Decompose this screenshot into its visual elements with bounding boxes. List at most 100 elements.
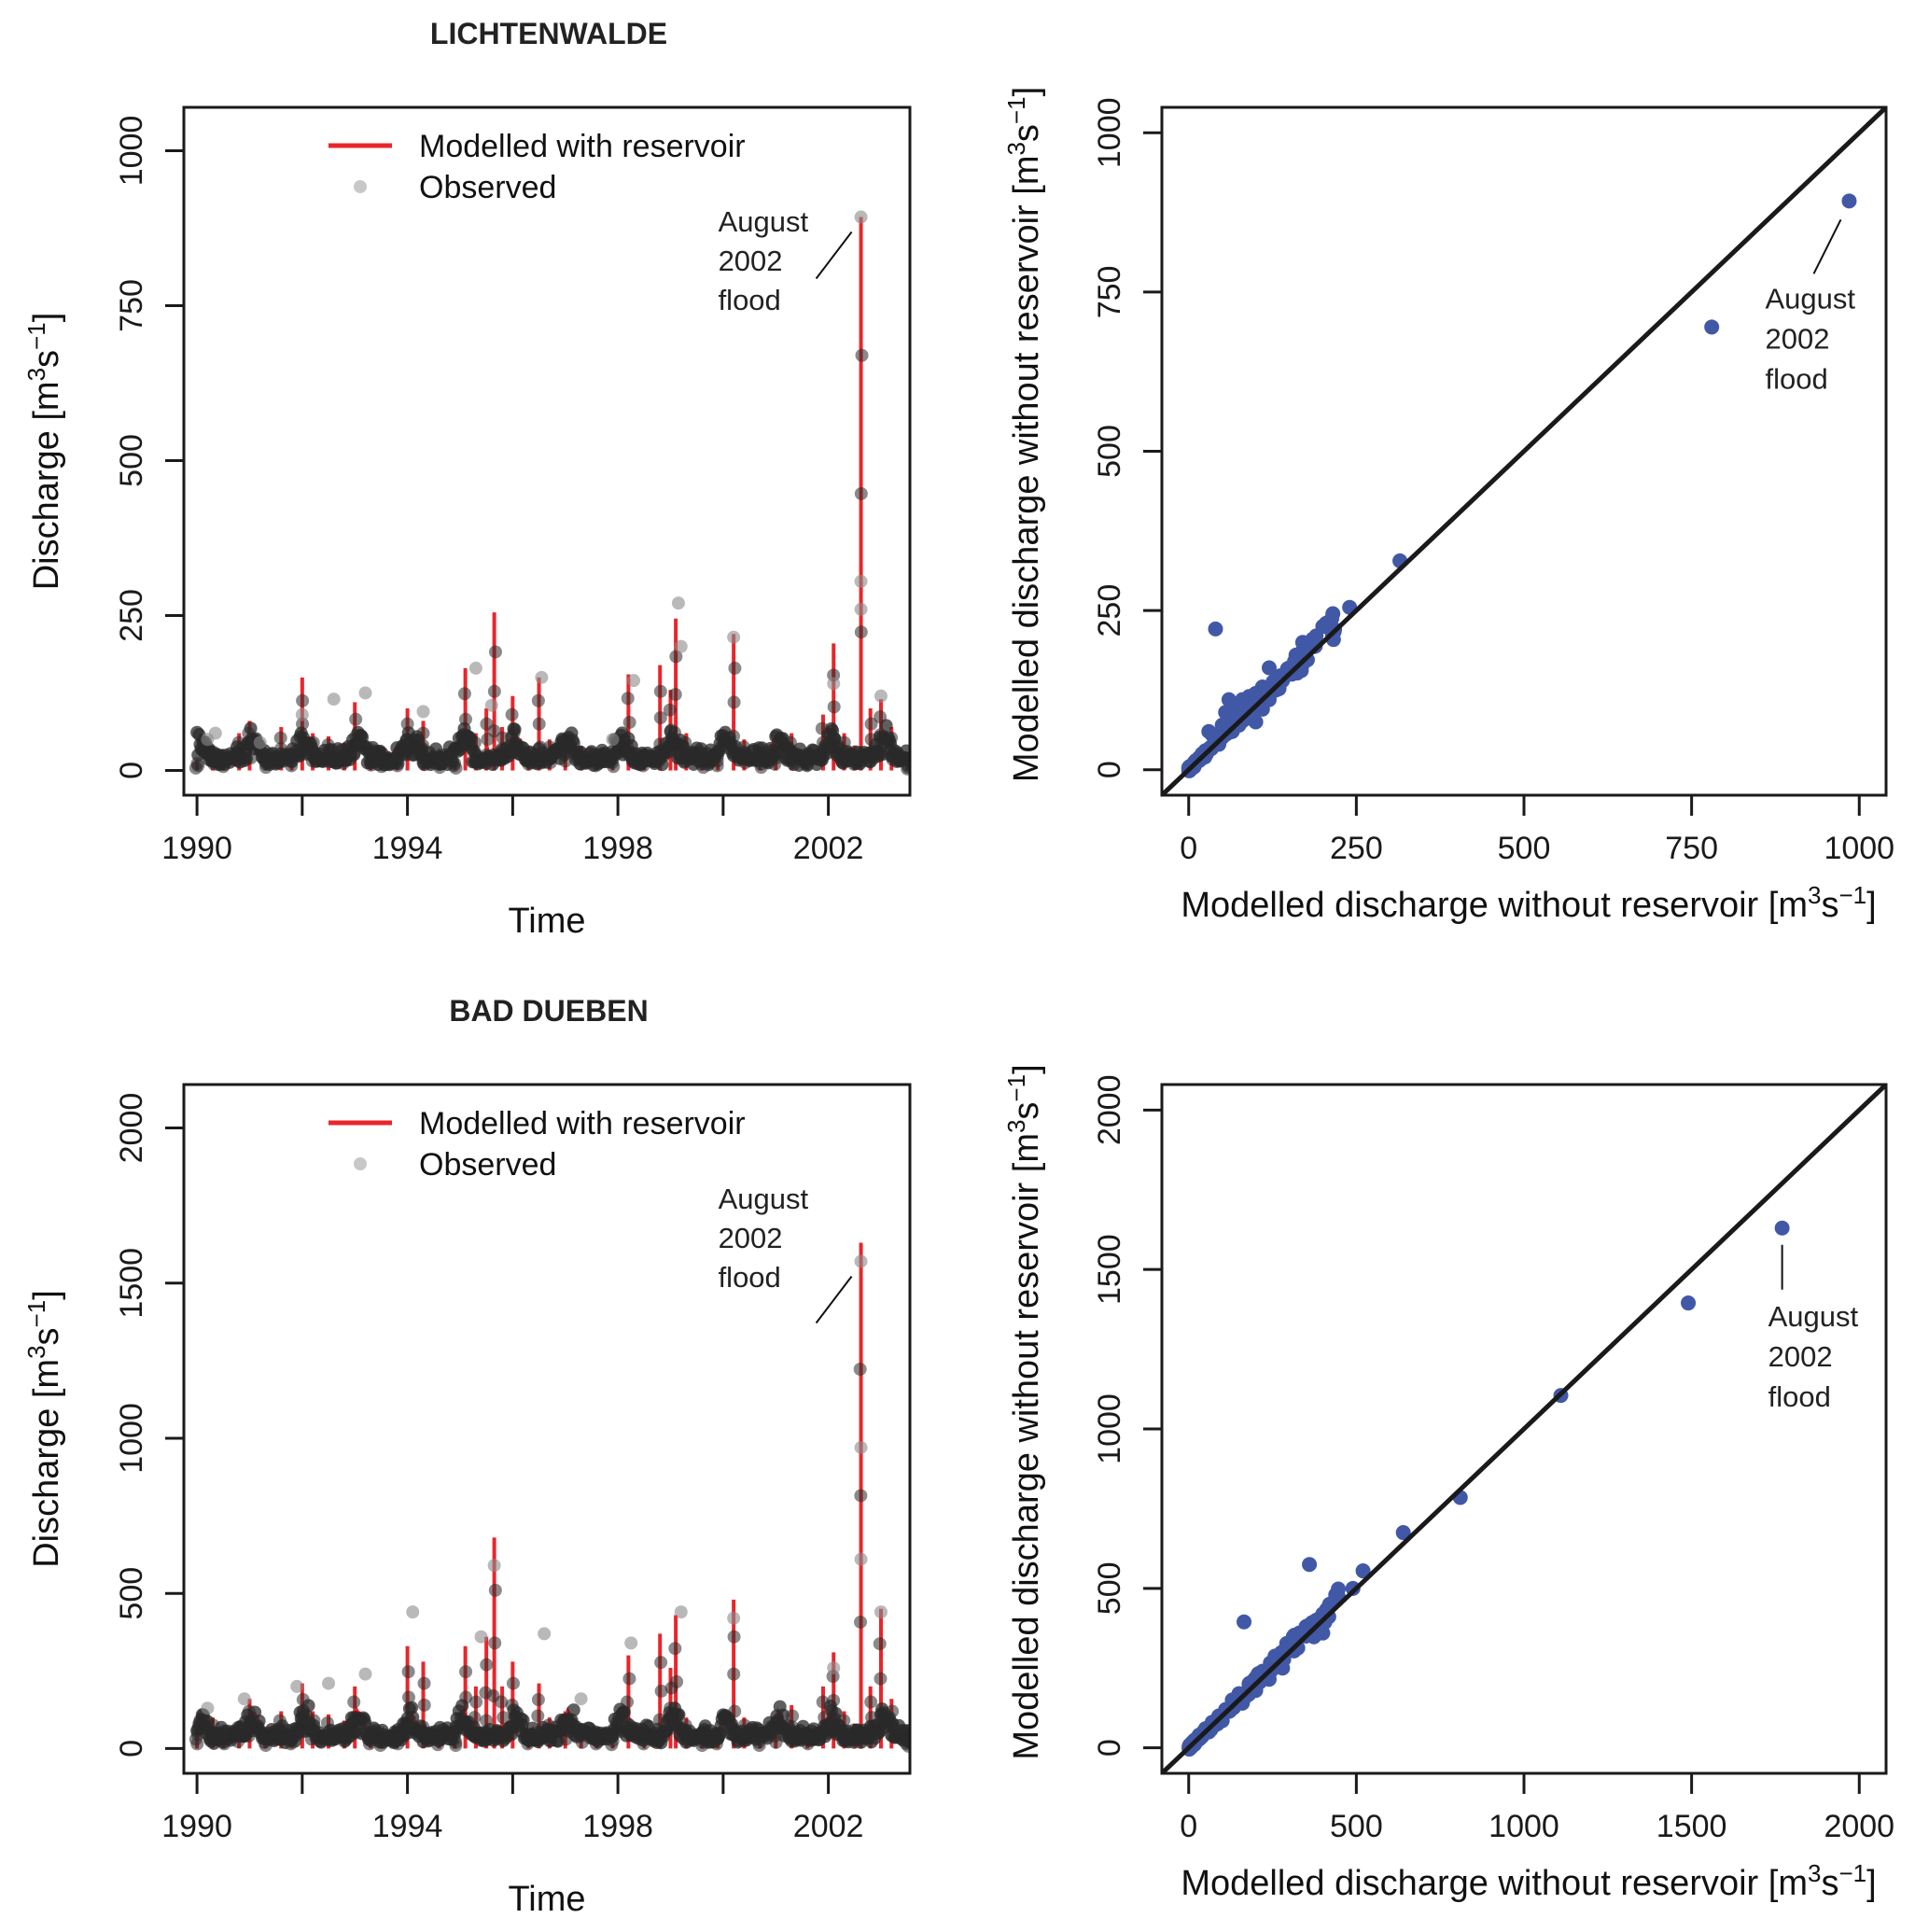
- observed-point: [785, 1720, 799, 1734]
- observed-point: [349, 712, 363, 726]
- observed-point: [327, 693, 341, 707]
- observed-point: [417, 1676, 431, 1690]
- observed-point: [737, 1718, 751, 1732]
- observed-point: [347, 747, 361, 761]
- observed-point: [670, 1674, 684, 1688]
- observed-point: [400, 717, 414, 731]
- observed-point: [294, 1725, 308, 1739]
- observed-point: [669, 650, 683, 664]
- legend-observed-swatch: [354, 1157, 367, 1170]
- y-tick-label: 0: [1092, 761, 1127, 778]
- observed-point: [468, 745, 482, 759]
- observed-point: [783, 735, 797, 749]
- observed-point: [349, 1726, 363, 1740]
- scatter-point: [1774, 1220, 1790, 1236]
- observed-point: [505, 707, 519, 721]
- observed-point: [216, 1728, 230, 1742]
- observed-point: [574, 1692, 588, 1706]
- observed-point: [506, 1676, 520, 1690]
- observed-point: [678, 754, 692, 768]
- y-tick-label: 0: [1092, 1739, 1127, 1757]
- observed-point: [358, 1667, 372, 1681]
- y-axis-label: Discharge [m3s−1]: [22, 313, 66, 591]
- observed-point: [417, 1698, 431, 1712]
- observed-point: [837, 735, 851, 749]
- observed-point: [321, 738, 335, 752]
- observed-point: [558, 735, 572, 749]
- observed-point: [637, 1728, 651, 1742]
- observed-point: [231, 754, 245, 768]
- observed-point: [495, 1695, 509, 1709]
- y-tick-label: 1000: [1092, 1393, 1127, 1464]
- observed-point: [621, 1695, 635, 1709]
- observed-point: [854, 1440, 868, 1454]
- observed-point: [864, 717, 878, 731]
- observed-point: [190, 1728, 204, 1742]
- x-tick-label: 1994: [372, 831, 443, 866]
- observed-point: [543, 740, 557, 754]
- observed-point: [242, 1704, 256, 1718]
- observed-point: [201, 1701, 215, 1715]
- observed-point: [653, 684, 667, 698]
- annotation-text: flood: [1768, 1380, 1831, 1413]
- scatter-point: [1704, 319, 1720, 335]
- observed-point: [769, 745, 783, 759]
- x-tick-label: 1994: [372, 1809, 443, 1844]
- observed-point: [886, 1716, 900, 1730]
- observed-point: [231, 745, 245, 759]
- observed-point: [416, 1720, 430, 1734]
- observed-point: [431, 754, 445, 768]
- scatter-point: [1218, 705, 1234, 721]
- observed-point: [459, 1665, 473, 1679]
- plot-area: [189, 1242, 910, 1753]
- observed-point: [506, 1720, 520, 1734]
- observed-point: [627, 674, 641, 688]
- observed-point: [727, 1630, 741, 1644]
- observed-point: [694, 1732, 708, 1746]
- observed-point: [347, 1711, 361, 1725]
- observed-point: [531, 1693, 545, 1707]
- scatter-point: [1248, 714, 1264, 730]
- observed-point: [487, 1559, 501, 1573]
- legend-modelled-label: Modelled with reservoir: [419, 1106, 746, 1141]
- observed-point: [668, 688, 682, 702]
- plot-frame: [182, 105, 912, 797]
- observed-point: [457, 687, 471, 701]
- observed-point: [674, 639, 688, 653]
- observed-point: [244, 751, 258, 765]
- plot-area: [1162, 107, 1886, 795]
- annotation-text: 2002: [719, 1222, 783, 1254]
- observed-point: [296, 717, 310, 731]
- observed-point: [322, 1676, 336, 1690]
- observed-point: [854, 574, 868, 588]
- observed-point: [885, 1729, 899, 1743]
- y-tick-label: 500: [1092, 425, 1127, 478]
- y-tick-label: 0: [114, 1740, 149, 1757]
- scatter-point: [1201, 723, 1217, 739]
- observed-point: [654, 1656, 668, 1670]
- y-tick-label: 1000: [114, 116, 149, 187]
- observed-point: [663, 703, 677, 717]
- observed-point: [622, 715, 636, 729]
- observed-point: [654, 1684, 668, 1698]
- y-tick-label: 1000: [114, 1403, 149, 1474]
- observed-point: [416, 738, 430, 752]
- observed-point: [854, 210, 868, 224]
- panel-title: BAD DUEBEN: [449, 994, 648, 1028]
- y-tick-label: 2000: [114, 1093, 149, 1164]
- observed-point: [494, 1726, 508, 1740]
- y-tick-label: 750: [1092, 266, 1127, 319]
- annotation-text: flood: [1765, 362, 1827, 395]
- scatter-point: [1395, 1525, 1411, 1541]
- observed-point: [854, 602, 868, 616]
- observed-point: [469, 1695, 483, 1709]
- annotation-leader: [1812, 218, 1842, 274]
- observed-point: [606, 751, 620, 765]
- observed-point: [484, 698, 498, 712]
- observed-point: [786, 1709, 800, 1723]
- observed-point: [671, 596, 685, 610]
- observed-point: [533, 740, 547, 754]
- observed-point: [206, 745, 220, 759]
- y-axis-label: Modelled discharge without reservoir [m3…: [1002, 87, 1046, 782]
- observed-point: [873, 1637, 887, 1651]
